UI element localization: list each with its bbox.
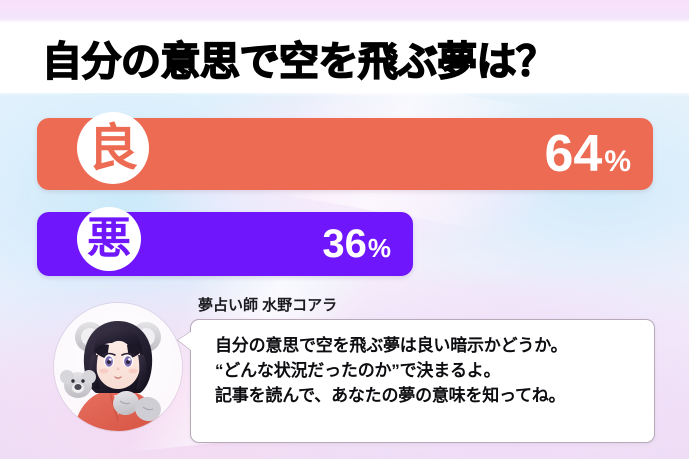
result-value-bad-number: 36 — [322, 222, 367, 266]
avatar — [54, 303, 182, 431]
page-title: 自分の意思で空を飛ぶ夢は？ — [41, 39, 557, 85]
result-bar-bad: 悪 36% — [37, 207, 413, 276]
speech-line: “どんな状況だったのか”で決まるよ。 — [215, 360, 501, 380]
speech-bubble: 自分の意思で空を飛ぶ夢は良い暗示かどうか。 “どんな状況だったのか”で決まるよ。… — [178, 319, 655, 443]
result-badge-bad: 悪 — [77, 207, 141, 271]
speech-bubble-text: 自分の意思で空を飛ぶ夢は良い暗示かどうか。 “どんな状況だったのか”で決まるよ。… — [191, 320, 654, 409]
avatar-illustration — [54, 303, 182, 431]
result-value-good: 64% — [544, 128, 631, 180]
result-badge-good: 良 — [77, 112, 149, 184]
speaker-name: 夢占い師 水野コアラ — [198, 297, 338, 314]
result-bar-good: 良 64% — [37, 112, 653, 190]
result-value-good-unit: % — [604, 145, 631, 178]
speech-bubble-tail — [178, 331, 192, 351]
title-band: 自分の意思で空を飛ぶ夢は？ — [0, 22, 689, 93]
result-value-bad: 36% — [322, 224, 391, 264]
result-value-bad-unit: % — [367, 233, 391, 263]
speech-line: 自分の意思で空を飛ぶ夢は良い暗示かどうか。 — [215, 336, 568, 355]
speech-line: 記事を読んで、あなたの夢の意味を知ってね。 — [215, 385, 566, 405]
result-value-good-number: 64 — [544, 125, 603, 183]
